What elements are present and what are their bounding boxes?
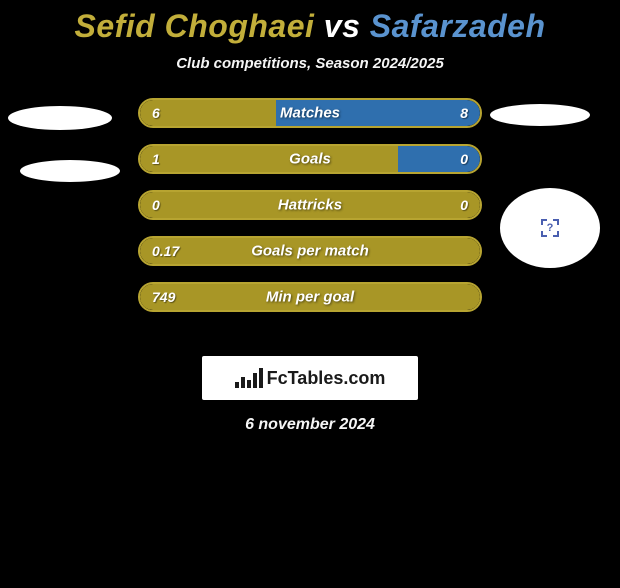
page-title: Sefid Choghaei vs Safarzadeh — [0, 8, 620, 45]
title-player2: Safarzadeh — [370, 8, 546, 44]
stat-value-left: 1 — [152, 151, 160, 167]
subtitle: Club competitions, Season 2024/2025 — [0, 55, 620, 72]
stat-bar-left — [140, 284, 480, 310]
stat-bar-left — [140, 238, 480, 264]
title-player1: Sefid Choghaei — [74, 8, 314, 44]
decorative-ellipse — [8, 106, 112, 130]
stat-bar-right — [276, 100, 480, 126]
title-vs: vs — [324, 8, 361, 44]
brand-text: FcTables.com — [267, 368, 386, 389]
stat-value-left: 749 — [152, 289, 175, 305]
stat-row: 10Goals — [138, 144, 482, 174]
decorative-ellipse — [20, 160, 120, 182]
stat-value-right: 0 — [460, 197, 468, 213]
stat-value-right: 0 — [460, 151, 468, 167]
stat-bar-left — [140, 192, 480, 218]
stat-bar-left — [140, 146, 398, 172]
brand-badge[interactable]: FcTables.com — [202, 356, 418, 400]
decorative-ellipse — [490, 104, 590, 126]
stat-row: 749Min per goal — [138, 282, 482, 312]
stat-value-right: 8 — [460, 105, 468, 121]
stat-row: 00Hattricks — [138, 190, 482, 220]
stat-rows: 68Matches10Goals00Hattricks0.17Goals per… — [138, 98, 482, 328]
help-icon: ? — [541, 219, 559, 237]
chart-icon — [235, 368, 263, 388]
help-fab[interactable]: ? — [500, 188, 600, 268]
date-text: 6 november 2024 — [0, 416, 620, 434]
stat-value-left: 0 — [152, 197, 160, 213]
stat-value-left: 0.17 — [152, 243, 179, 259]
stat-value-left: 6 — [152, 105, 160, 121]
stat-bar-left — [140, 100, 276, 126]
stat-row: 68Matches — [138, 98, 482, 128]
stat-row: 0.17Goals per match — [138, 236, 482, 266]
